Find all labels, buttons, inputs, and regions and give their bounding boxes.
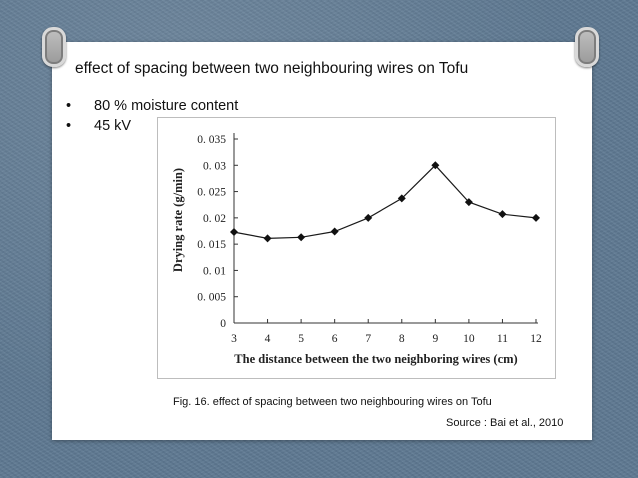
data-point xyxy=(532,213,540,222)
y-tick-label: 0. 02 xyxy=(203,213,226,225)
y-tick-label: 0. 03 xyxy=(203,160,226,172)
x-axis-ticks: 3 4 5 6 7 8 9 10 11 12 xyxy=(231,319,542,345)
y-tick-label: 0. 01 xyxy=(203,265,226,277)
data-point xyxy=(498,210,507,219)
x-tick-label: 12 xyxy=(530,333,542,345)
line-chart: 0 0. 005 0. 01 0. 015 0. 02 0. 025 0. 03 0. 035… xyxy=(171,133,542,366)
bullet-item: • 45 kV xyxy=(66,118,238,138)
x-tick-label: 3 xyxy=(231,333,237,345)
y-tick-label: 0. 005 xyxy=(197,292,226,304)
data-point xyxy=(230,228,238,237)
x-tick-label: 4 xyxy=(265,333,271,345)
binder-ring-icon xyxy=(42,27,66,67)
y-tick-label: 0. 025 xyxy=(197,187,226,199)
x-tick-label: 6 xyxy=(332,333,338,345)
bullet-item: • 80 % moisture content xyxy=(66,98,238,118)
bullet-list: • 80 % moisture content • 45 kV xyxy=(66,98,238,138)
y-tick-label: 0. 035 xyxy=(197,134,226,146)
y-tick-label: 0. 015 xyxy=(197,239,226,251)
x-tick-label: 7 xyxy=(365,333,371,345)
figure-caption: Fig. 16. effect of spacing between two n… xyxy=(173,396,492,408)
y-axis-label: Drying rate (g/min) xyxy=(171,168,185,272)
data-point xyxy=(263,234,272,243)
x-tick-label: 9 xyxy=(432,333,438,345)
x-tick-label: 11 xyxy=(497,333,508,345)
bullet-text: 80 % moisture content xyxy=(94,98,239,114)
binder-ring-icon xyxy=(575,27,599,67)
data-point xyxy=(397,194,406,203)
bullet-marker: • xyxy=(66,118,72,134)
data-point xyxy=(364,213,373,222)
chart-frame: 0 0. 005 0. 01 0. 015 0. 02 0. 025 0. 03 0. 035… xyxy=(157,117,556,379)
chart-series xyxy=(230,161,540,243)
x-tick-label: 8 xyxy=(399,333,405,345)
data-point xyxy=(431,161,440,170)
bullet-text: 45 kV xyxy=(94,118,132,134)
y-tick-label: 0 xyxy=(220,318,226,330)
source-citation: Source : Bai et al., 2010 xyxy=(446,417,564,429)
x-tick-label: 10 xyxy=(463,333,475,345)
data-point xyxy=(464,198,473,207)
slide-title: effect of spacing between two neighbouri… xyxy=(75,60,469,77)
data-point xyxy=(330,227,339,236)
bullet-marker: • xyxy=(66,98,72,114)
x-tick-label: 5 xyxy=(298,333,304,345)
x-axis-label: The distance between the two neighboring… xyxy=(234,352,517,366)
y-axis-ticks: 0 0. 005 0. 01 0. 015 0. 02 0. 025 0. 03 0. 035 xyxy=(197,134,238,330)
chart-axes xyxy=(233,133,538,324)
data-point xyxy=(297,233,306,242)
series-line xyxy=(233,164,537,240)
